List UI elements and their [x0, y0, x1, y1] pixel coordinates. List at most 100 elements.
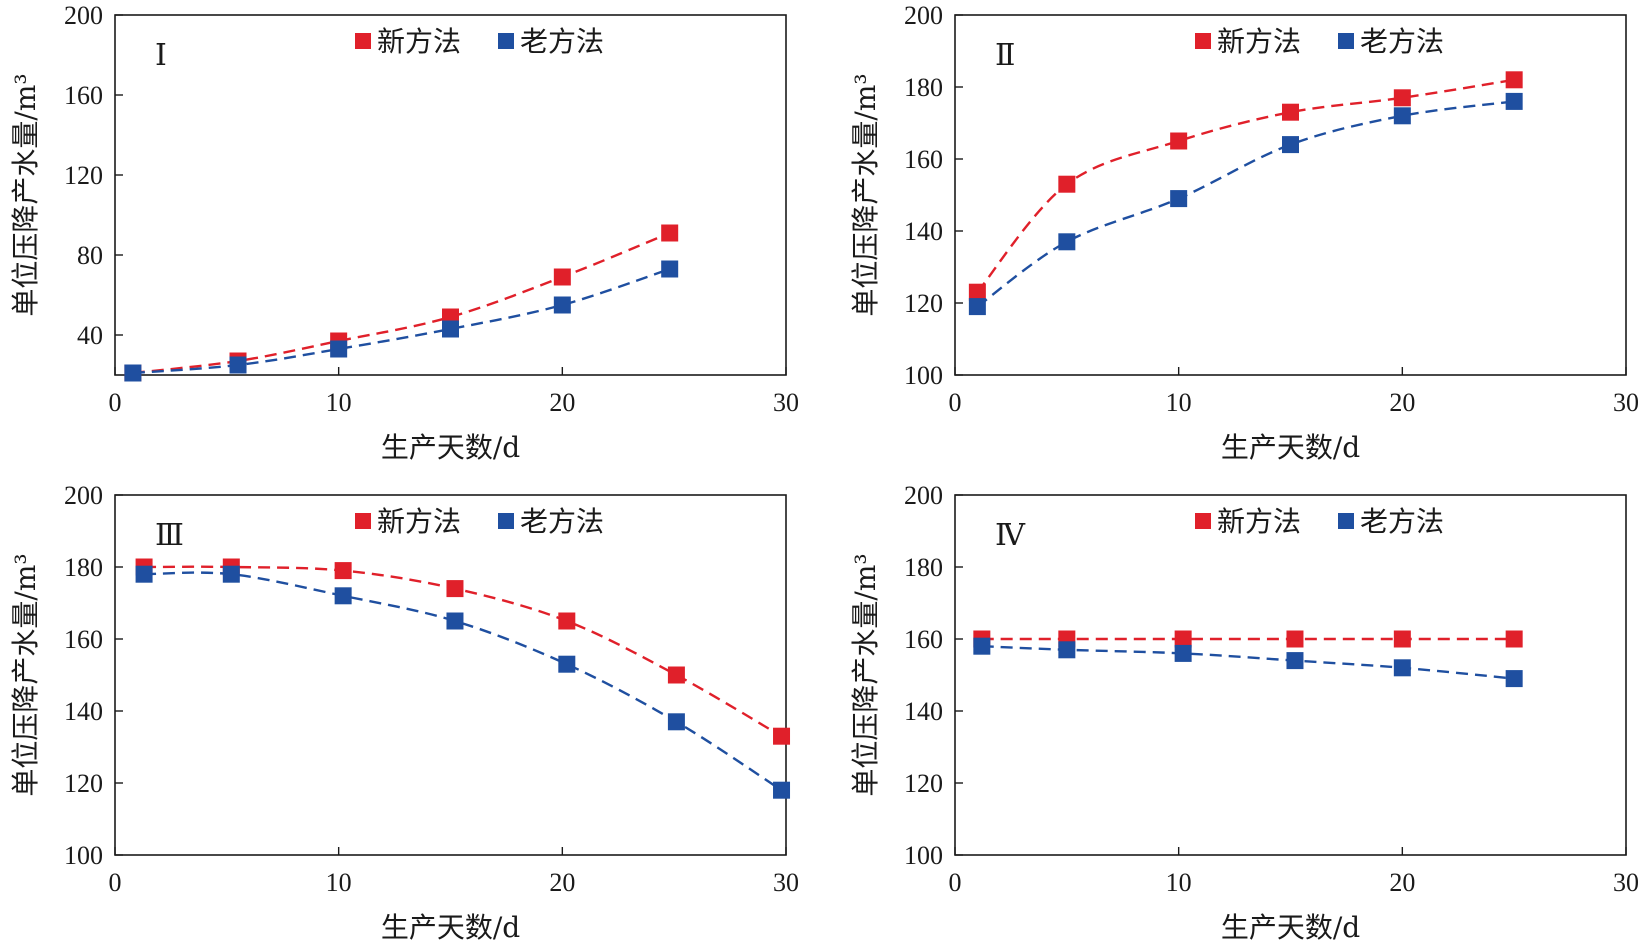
- y-tick-label: 100: [64, 841, 103, 870]
- data-point-old-method: [1170, 190, 1188, 208]
- legend-marker-old-method: [1338, 33, 1354, 49]
- data-point-old-method: [773, 781, 791, 799]
- series-line-new-method: [976, 78, 1515, 293]
- panel-label: Ⅰ: [155, 39, 167, 72]
- y-tick-label: 120: [904, 769, 943, 798]
- data-point-new-method: [661, 224, 679, 242]
- y-tick-label: 160: [64, 81, 103, 110]
- data-point-old-method: [1058, 641, 1076, 659]
- data-point-old-method: [330, 340, 348, 358]
- data-point-old-method: [1058, 233, 1076, 251]
- data-point-new-method: [968, 283, 986, 301]
- data-point-old-method: [1282, 136, 1299, 154]
- x-tick-label: 30: [773, 868, 799, 897]
- data-point-old-method: [1393, 107, 1411, 125]
- x-tick-label: 30: [1613, 868, 1638, 897]
- legend-label-old-method: 老方法: [520, 505, 604, 538]
- x-tick-label: 20: [1389, 388, 1415, 417]
- data-point-new-method: [553, 268, 571, 286]
- data-point-new-method: [1505, 71, 1523, 89]
- legend-marker-old-method: [498, 33, 514, 49]
- legend-label-old-method: 老方法: [1360, 505, 1444, 538]
- data-point-new-method: [1282, 103, 1299, 121]
- series-line-new-method: [132, 231, 671, 375]
- data-point-old-method: [135, 565, 153, 583]
- y-tick-label: 200: [64, 1, 103, 30]
- x-axis-label: 生产天数/d: [381, 431, 520, 464]
- y-tick-label: 160: [64, 625, 103, 654]
- panel-label: Ⅳ: [995, 519, 1026, 552]
- legend-marker-new-method: [355, 513, 371, 529]
- data-point-new-method: [446, 580, 464, 598]
- legend-label-new-method: 新方法: [1217, 505, 1301, 538]
- y-tick-label: 180: [64, 553, 103, 582]
- x-axis-label: 生产天数/d: [1221, 431, 1360, 464]
- y-tick-label: 100: [904, 361, 943, 390]
- y-axis-label: 单位压降产水量/m³: [849, 73, 882, 316]
- x-tick-label: 10: [326, 388, 352, 417]
- y-tick-label: 140: [904, 697, 943, 726]
- series-line-old-method: [132, 267, 671, 375]
- x-tick-label: 10: [1166, 388, 1192, 417]
- y-tick-label: 180: [904, 73, 943, 102]
- legend-label-old-method: 老方法: [520, 25, 604, 58]
- plot-frame: [954, 14, 1627, 376]
- data-point-new-method: [1393, 630, 1411, 648]
- data-point-old-method: [968, 298, 986, 316]
- data-point-new-method: [1393, 89, 1411, 107]
- data-point-old-method: [558, 655, 576, 673]
- y-tick-label: 200: [64, 481, 103, 510]
- data-point-old-method: [442, 320, 459, 338]
- y-tick-label: 200: [904, 481, 943, 510]
- x-tick-label: 0: [949, 868, 962, 897]
- y-tick-label: 120: [904, 289, 943, 318]
- x-tick-label: 20: [549, 388, 575, 417]
- x-tick-label: 0: [109, 388, 122, 417]
- data-point-new-method: [1170, 132, 1188, 150]
- x-tick-label: 0: [109, 868, 122, 897]
- y-tick-label: 80: [77, 241, 103, 270]
- y-tick-label: 160: [904, 145, 943, 174]
- y-tick-label: 180: [904, 553, 943, 582]
- x-axis-label: 生产天数/d: [1221, 911, 1360, 940]
- y-axis-label: 单位压降产水量/m³: [9, 73, 42, 316]
- data-point-new-method: [1505, 630, 1523, 648]
- data-point-new-method: [773, 727, 791, 745]
- chart-panel-1: 0 10 20 30 40 80 120 160 200 生产天数/d 单位压降产水量/m³ Ⅰ 新方法…: [9, 1, 799, 464]
- data-point-old-method: [1505, 670, 1523, 688]
- y-axis-label: 单位压降产水量/m³: [849, 553, 882, 796]
- data-point-old-method: [1393, 659, 1411, 677]
- x-axis-label: 生产天数/d: [381, 911, 520, 940]
- legend-label-new-method: 新方法: [377, 25, 461, 58]
- chart-panel-3: 0 10 20 30 100 120 140 160 180 200 生产天数/d 单位压降产水量/m…: [9, 481, 799, 940]
- legend-marker-new-method: [1195, 513, 1211, 529]
- x-tick-label: 20: [1389, 868, 1415, 897]
- y-tick-label: 140: [64, 697, 103, 726]
- y-tick-label: 160: [904, 625, 943, 654]
- legend-label-old-method: 老方法: [1360, 25, 1444, 58]
- y-tick-label: 100: [904, 841, 943, 870]
- chart-panel-4: 0 10 20 30 100 120 140 160 180 200 生产天数/d 单位压降产水量/m…: [849, 481, 1638, 940]
- panel-label: Ⅱ: [995, 39, 1015, 72]
- data-point-new-method: [1286, 630, 1304, 648]
- data-point-new-method: [334, 562, 352, 580]
- data-point-new-method: [667, 666, 685, 684]
- data-point-old-method: [661, 260, 679, 278]
- data-point-old-method: [229, 356, 247, 374]
- legend-marker-new-method: [1195, 33, 1211, 49]
- data-point-old-method: [553, 296, 571, 314]
- data-point-old-method: [1505, 92, 1523, 110]
- data-point-new-method: [1058, 175, 1076, 193]
- x-tick-label: 10: [326, 868, 352, 897]
- x-tick-label: 20: [549, 868, 575, 897]
- x-tick-label: 10: [1166, 868, 1192, 897]
- data-point-old-method: [973, 637, 991, 655]
- legend-marker-old-method: [498, 513, 514, 529]
- data-point-old-method: [124, 364, 142, 382]
- y-tick-label: 200: [904, 1, 943, 30]
- data-point-new-method: [558, 612, 576, 630]
- data-point-old-method: [1286, 652, 1304, 670]
- series-line-old-method: [976, 100, 1515, 308]
- data-point-old-method: [334, 587, 352, 605]
